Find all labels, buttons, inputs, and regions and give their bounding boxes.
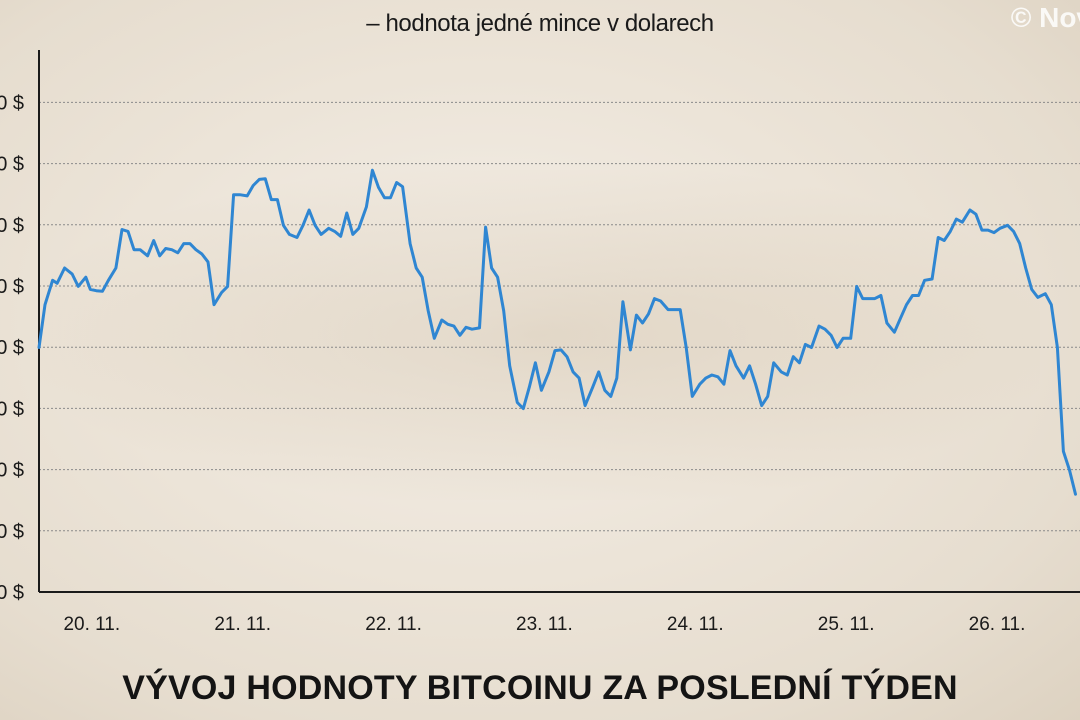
y-tick-labels: 0 $ 0 $ 0 $ 0 $ 0 $ 0 $ 0 $ 0 $ 0 $ [0,92,24,604]
x-tick-labels: 20. 11. 21. 11. 22. 11. 23. 11. 24. 11. 25. 1… [63,614,1025,635]
watermark-logo: © Nov [1010,2,1080,33]
x-tick-label: 20. 11. [63,614,120,635]
chart-subtitle: – hodnota jedné mince v dolarech [366,10,714,37]
x-tick-label: 26. 11. [969,614,1026,635]
y-tick-label: 0 $ [0,460,24,482]
axes [38,50,1080,593]
series-line-0 [37,168,1077,496]
grid-lines [39,101,1080,532]
y-tick-label: 0 $ [0,521,24,543]
y-tick-label: 0 $ [0,337,24,359]
y-tick-label: 0 $ [0,582,24,604]
x-tick-label: 22. 11. [365,614,422,635]
y-tick-label: 0 $ [0,154,24,176]
y-tick-label: 0 $ [0,398,24,420]
y-tick-label: 0 $ [0,215,24,237]
y-tick-label: 0 $ [0,276,24,298]
x-tick-label: 24. 11. [667,614,724,635]
chart-title: VÝVOJ HODNOTY BITCOINU ZA POSLEDNÍ TÝDEN [122,669,958,707]
x-tick-label: 23. 11. [516,614,573,635]
y-tick-label: 0 $ [0,92,24,114]
x-tick-label: 25. 11. [818,614,875,635]
x-tick-label: 21. 11. [214,614,271,635]
series-group [37,168,1077,496]
